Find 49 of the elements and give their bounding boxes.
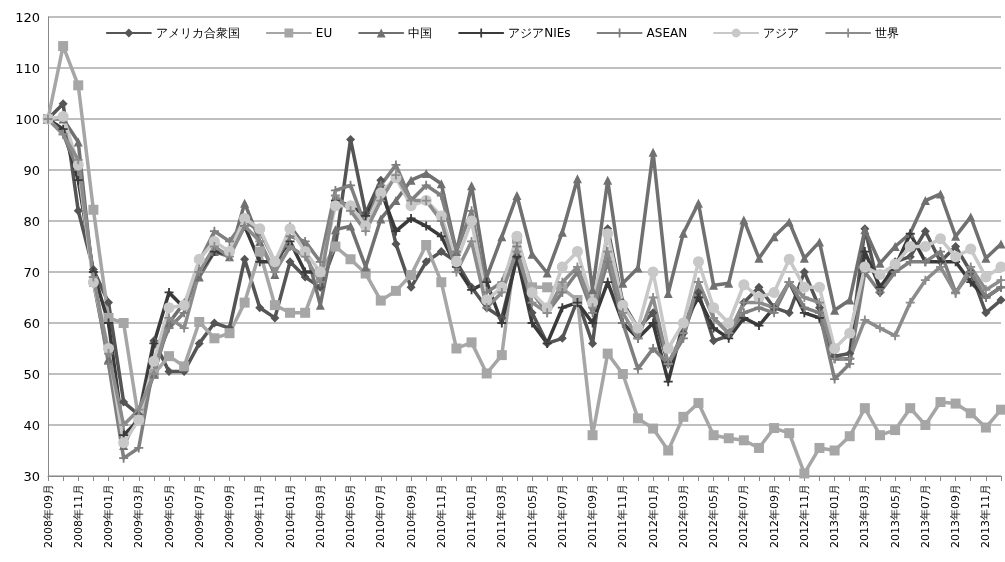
legend-label: アジア <box>763 26 800 40</box>
legend-label: アメリカ合衆国 <box>155 26 240 40</box>
x-tick-label: 2011年09月 <box>586 484 600 548</box>
y-tick-label: 110 <box>15 60 40 76</box>
x-tick-label: 2013年03月 <box>858 484 872 548</box>
legend-label: EU <box>315 26 333 40</box>
x-tick-label: 2013年05月 <box>888 484 902 548</box>
x-tick-label: 2009年07月 <box>192 484 206 548</box>
y-tick-label: 120 <box>15 9 40 25</box>
x-tick-label: 2010年07月 <box>374 484 388 548</box>
y-tick-label: 60 <box>23 315 40 331</box>
x-tick-label: 2010年03月 <box>313 484 327 548</box>
x-tick-label: 2009年05月 <box>162 484 176 548</box>
y-tick-label: 90 <box>23 162 40 178</box>
x-tick-label: 2011年03月 <box>495 484 509 548</box>
legend-label: ASEAN <box>646 26 688 40</box>
x-tick-label: 2010年01月 <box>283 484 297 548</box>
legend-label: 中国 <box>408 26 433 40</box>
y-tick-label: 100 <box>15 111 40 127</box>
x-tick-label: 2011年11月 <box>616 484 630 548</box>
x-tick-label: 2012年03月 <box>676 484 690 548</box>
x-tick-label: 2013年01月 <box>828 484 842 548</box>
x-tick-label: 2012年01月 <box>646 484 660 548</box>
x-tick-label: 2012年09月 <box>767 484 781 548</box>
x-tick-label: 2009年03月 <box>132 484 146 548</box>
x-tick-label: 2011年01月 <box>465 484 479 548</box>
x-tick-label: 2009年01月 <box>102 484 116 548</box>
legend-label: アジアNIEs <box>508 26 571 40</box>
x-tick-label: 2009年09月 <box>223 484 237 548</box>
x-tick-label: 2013年07月 <box>918 484 932 548</box>
x-tick-label: 2010年11月 <box>434 484 448 548</box>
legend-label: 世界 <box>875 26 900 40</box>
y-tick-label: 30 <box>23 468 40 484</box>
x-tick-label: 2013年11月 <box>979 484 993 548</box>
x-tick-label: 2008年09月 <box>41 484 55 548</box>
x-tick-label: 2008年11月 <box>71 484 85 548</box>
x-tick-label: 2012年05月 <box>707 484 721 548</box>
x-tick-label: 2011年05月 <box>525 484 539 548</box>
y-tick-label: 40 <box>23 417 40 433</box>
x-tick-label: 2011年07月 <box>555 484 569 548</box>
y-tick-label: 80 <box>23 213 40 229</box>
x-tick-label: 2010年09月 <box>404 484 418 548</box>
y-tick-label: 70 <box>23 264 40 280</box>
x-tick-label: 2012年07月 <box>737 484 751 548</box>
x-tick-label: 2012年11月 <box>797 484 811 548</box>
x-tick-label: 2013年09月 <box>949 484 963 548</box>
x-tick-label: 2009年11月 <box>253 484 267 548</box>
x-tick-label: 2010年05月 <box>344 484 358 548</box>
y-tick-label: 50 <box>23 366 40 382</box>
